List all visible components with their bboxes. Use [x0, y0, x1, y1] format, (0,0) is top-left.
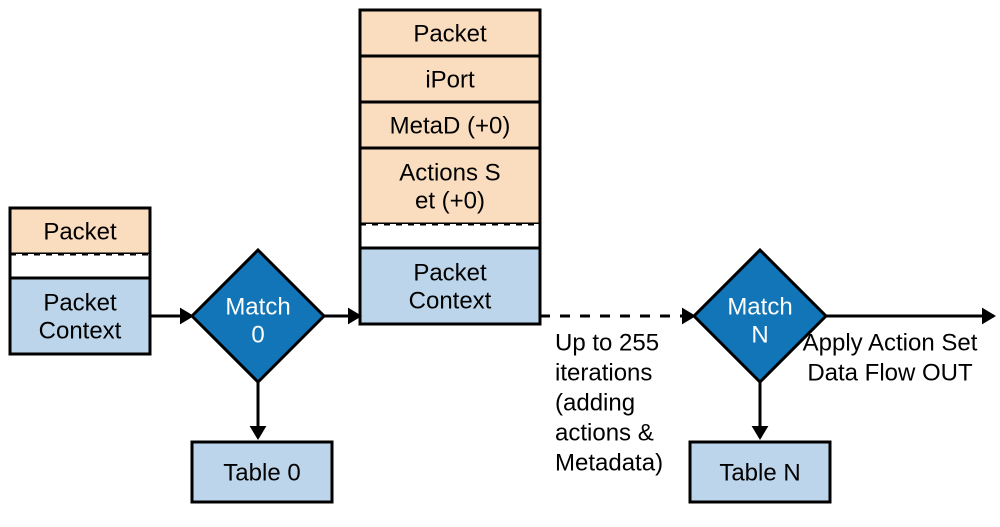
match-n-label2: N	[751, 321, 768, 348]
table-0-label: Table 0	[223, 459, 300, 486]
edge-matchn-tablen-head	[752, 426, 769, 440]
edge-match0-table0-head	[250, 426, 267, 440]
anno-iterations-3: actions &	[555, 419, 654, 446]
left-gap-fill	[10, 254, 150, 278]
mid-row-3-label1: Actions S	[399, 159, 500, 186]
match-n-label1: Match	[727, 293, 792, 320]
match-0-label1: Match	[225, 293, 290, 320]
anno-iterations-4: Metadata)	[555, 449, 663, 476]
table-n-label: Table N	[719, 459, 800, 486]
mid-row-3-label2: et (+0)	[415, 187, 485, 214]
mid-row-2-label: MetaD (+0)	[390, 112, 511, 139]
left-context-label2: Context	[39, 317, 122, 344]
edge-ctx0-match0-head	[180, 308, 194, 325]
mid-row-1-label: iPort	[425, 66, 475, 93]
anno-out-1: Apply Action Set	[803, 329, 978, 356]
anno-iterations-2: (adding	[555, 389, 635, 416]
edge-matchn-out-head	[982, 308, 996, 325]
mid-gap-fill	[360, 224, 540, 248]
mid-context-label2: Context	[409, 287, 492, 314]
left-packet-label: Packet	[43, 218, 117, 245]
edge-ctx1-matchn-head	[682, 308, 696, 325]
anno-out-2: Data Flow OUT	[807, 359, 973, 386]
mid-row-0-label: Packet	[413, 20, 487, 47]
anno-iterations-0: Up to 255	[555, 329, 659, 356]
left-context-label1: Packet	[43, 289, 117, 316]
anno-iterations-1: iterations	[555, 359, 652, 386]
match-0-label2: 0	[251, 321, 264, 348]
mid-context-label1: Packet	[413, 259, 487, 286]
